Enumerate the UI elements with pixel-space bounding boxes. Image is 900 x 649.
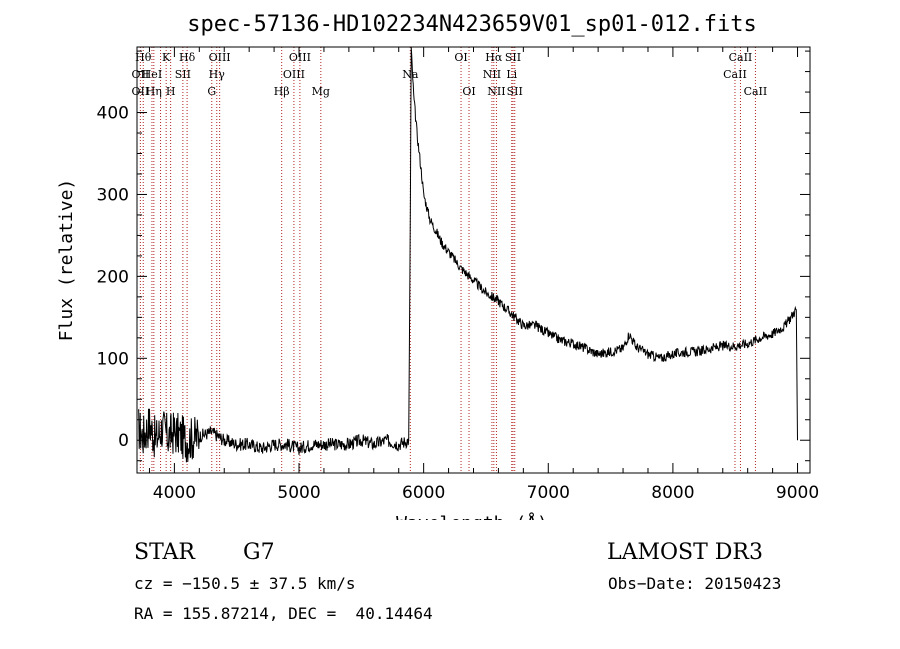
line-label: OI xyxy=(462,85,475,98)
spectrum-line xyxy=(137,46,798,463)
object-class: STAR xyxy=(134,540,195,565)
line-label: K xyxy=(162,51,171,64)
x-axis-label: Wavelength (Å) xyxy=(396,512,548,520)
line-label: Hα xyxy=(485,51,503,64)
line-label: G xyxy=(207,85,216,98)
y-tick-label: 400 xyxy=(97,104,129,124)
line-label: Hγ xyxy=(209,68,226,81)
line-label: CaII xyxy=(744,85,768,98)
line-label: OI xyxy=(454,51,467,64)
x-tick-label: 4000 xyxy=(153,483,196,503)
line-label: NII xyxy=(487,85,505,98)
x-tick-label: 7000 xyxy=(527,483,570,503)
x-tick-label: 8000 xyxy=(651,483,694,503)
survey-name: LAMOST DR3 xyxy=(607,540,763,565)
line-label: NII xyxy=(483,68,501,81)
y-tick-label: 0 xyxy=(118,431,129,451)
line-label: OIII xyxy=(283,68,305,81)
chart-title: spec-57136-HD102234N423659V01_sp01-012.f… xyxy=(187,12,757,37)
y-axis-label: Flux (relative) xyxy=(56,179,77,342)
plot-frame xyxy=(136,46,811,474)
coordinates: RA = 155.87214, DEC = 40.14464 xyxy=(134,604,433,623)
line-label: SII xyxy=(505,51,521,64)
spectral-line-labels: HθOIIOIIHeIHηKHSIIHδGHγOIIIHβOIIIOIIIMgN… xyxy=(132,51,768,98)
line-label: Mg xyxy=(312,85,330,98)
line-label: HeI xyxy=(142,68,162,81)
line-label: Hδ xyxy=(179,51,196,64)
x-axis: 4000 5000 6000 7000 8000 9000 xyxy=(148,47,819,503)
x-tick-label: 5000 xyxy=(277,483,320,503)
line-label: Hθ xyxy=(135,51,152,64)
line-label: H xyxy=(166,85,176,98)
x-tick-label: 6000 xyxy=(402,483,445,503)
line-label: CaII xyxy=(723,68,747,81)
line-label: OIII xyxy=(289,51,311,64)
line-label: OII xyxy=(132,68,150,81)
line-label: CaII xyxy=(729,51,753,64)
line-label: Na xyxy=(402,68,419,81)
spectral-line-markers xyxy=(139,47,756,473)
line-label: SII xyxy=(507,85,523,98)
y-tick-label: 200 xyxy=(97,267,129,287)
line-label: Hβ xyxy=(274,85,290,98)
spectrum-chart: spec-57136-HD102234N423659V01_sp01-012.f… xyxy=(56,12,819,520)
line-label: Hη xyxy=(146,85,162,98)
y-tick-label: 100 xyxy=(97,349,129,369)
x-tick-label: 9000 xyxy=(776,483,819,503)
object-subclass: G7 xyxy=(243,540,275,565)
y-axis: 0 100 200 300 400 xyxy=(97,50,810,462)
line-label: OIII xyxy=(209,51,231,64)
line-label: SII xyxy=(175,68,191,81)
line-label: Li xyxy=(506,68,517,81)
observation-date: Obs−Date: 20150423 xyxy=(608,574,782,593)
y-tick-label: 300 xyxy=(97,185,129,205)
redshift-value: cz = −150.5 ± 37.5 km/s xyxy=(134,574,356,593)
line-label: OII xyxy=(132,85,150,98)
